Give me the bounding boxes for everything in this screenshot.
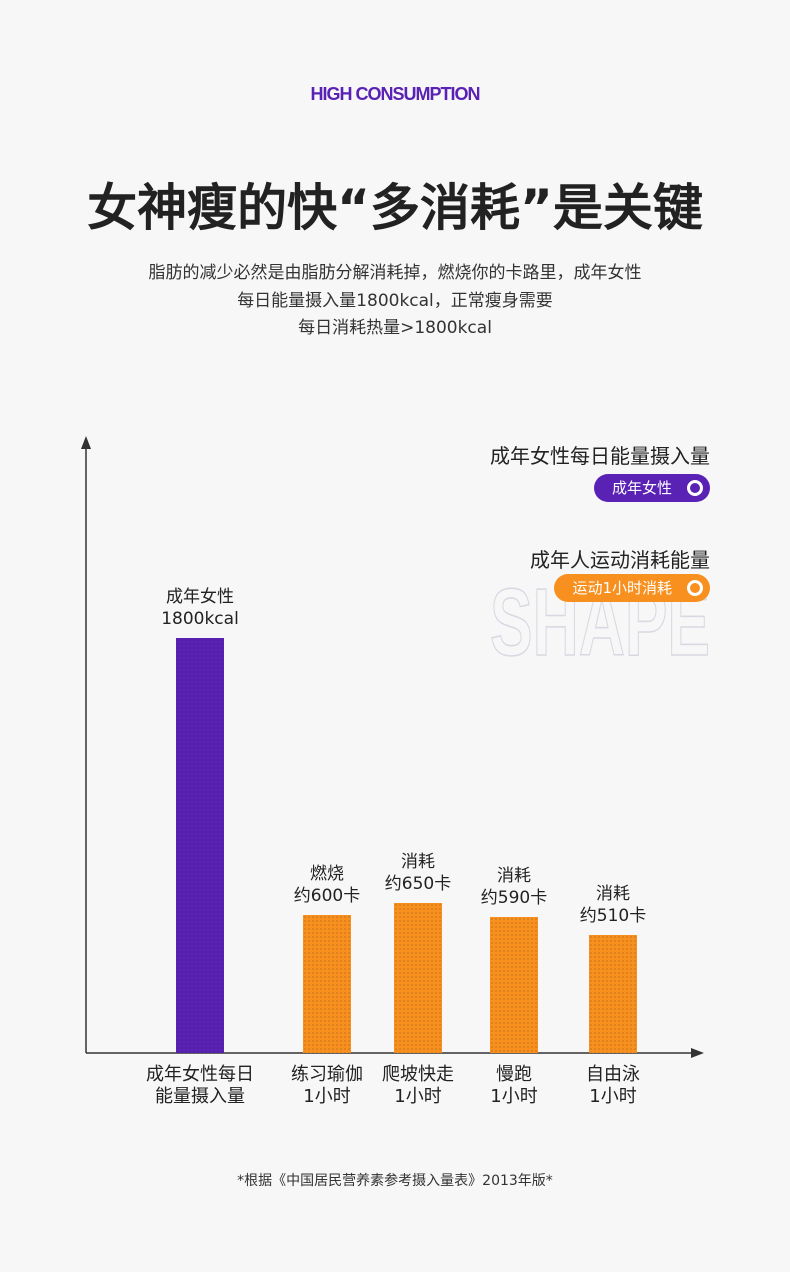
x-tick-label: 慢跑 1小时 bbox=[490, 1064, 538, 1107]
data-label: 消耗 约590卡 bbox=[480, 865, 548, 908]
data-label: 消耗 约650卡 bbox=[384, 852, 452, 895]
subtitle: 脂肪的减少必然是由脂肪分解消耗掉，燃烧你的卡路里，成年女性 bbox=[148, 263, 642, 283]
legend-item: 运动1小时消耗 bbox=[554, 574, 710, 602]
x-tick-label: 自由泳 1小时 bbox=[586, 1064, 640, 1107]
header: HIGH CONSUMPTION bbox=[310, 84, 480, 104]
axis-arrow bbox=[691, 1048, 704, 1058]
axis-arrow bbox=[81, 436, 91, 449]
legend-item: 成年女性 bbox=[593, 474, 710, 502]
data-label: 消耗 约510卡 bbox=[579, 884, 647, 927]
bar bbox=[394, 903, 442, 1053]
legend-title: 成年女性每日能量摄入量 bbox=[490, 444, 710, 468]
data-label: 燃烧 约600卡 bbox=[293, 863, 361, 906]
x-tick-label: 成年女性每日 能量摄入量 bbox=[146, 1064, 254, 1107]
bar bbox=[176, 638, 224, 1053]
bar bbox=[303, 914, 351, 1053]
subtitle: 每日消耗热量>1800kcal bbox=[298, 318, 492, 338]
subtitle: 每日能量摄入量1800kcal，正常瘦身需要 bbox=[237, 291, 553, 311]
x-tick-label: 练习瑜伽 1小时 bbox=[291, 1064, 363, 1107]
title: 女神瘦的快“多消耗”是关键 bbox=[87, 179, 703, 237]
legend-icon bbox=[687, 580, 703, 596]
bar bbox=[490, 916, 538, 1053]
footnote: *根据《中国居民营养素参考摄入量表》2013年版* bbox=[237, 1173, 553, 1189]
legend-title: 成年人运动消耗能量 bbox=[530, 548, 710, 572]
legend-icon bbox=[687, 480, 703, 496]
bar bbox=[589, 935, 637, 1053]
x-tick-label: 爬坡快走 1小时 bbox=[382, 1064, 454, 1107]
data-label: 成年女性 1800kcal bbox=[161, 587, 239, 629]
